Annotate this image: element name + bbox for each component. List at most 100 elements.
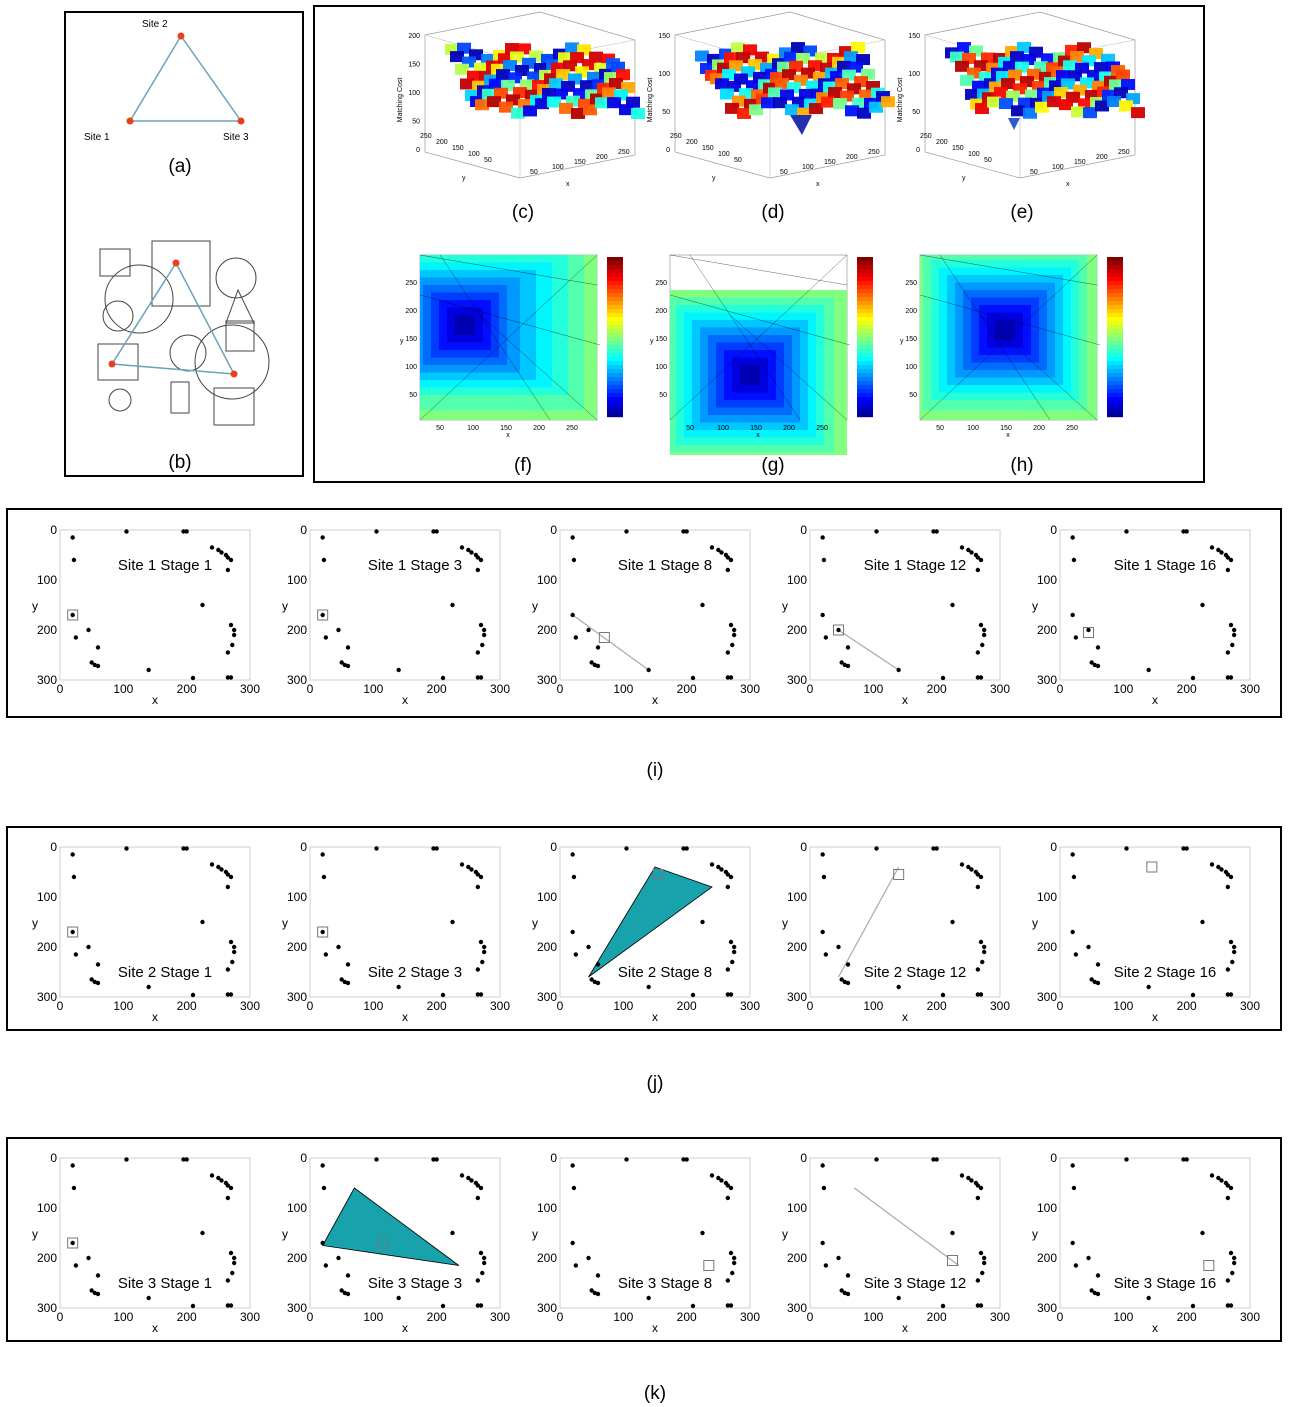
y-axis-label: y: [32, 916, 38, 930]
x-tick-label: 200: [427, 1310, 447, 1324]
obstacle-point: [570, 852, 575, 857]
obstacle-point: [896, 984, 901, 990]
obstacle-point: [624, 1157, 629, 1162]
obstacle-point: [725, 650, 731, 655]
y-tick-label: 100: [968, 151, 980, 158]
obstacle-point: [839, 1288, 844, 1293]
obstacle-point: [321, 1185, 327, 1191]
x-tick-label: 0: [807, 999, 814, 1013]
y-axis-label: y: [32, 1227, 38, 1241]
z-axis-label: Matching Cost: [397, 78, 404, 123]
path-line: [572, 614, 650, 671]
obstacle-point: [95, 645, 101, 650]
obstacle-point: [821, 557, 827, 563]
obstacle-point: [320, 1163, 325, 1168]
y-tick-label: 200: [537, 623, 557, 637]
obstacle-point: [1089, 660, 1094, 665]
obstacle-point: [1070, 1163, 1075, 1168]
y-tick-label: 300: [537, 673, 557, 687]
x-tick-label: 200: [177, 1310, 197, 1324]
obstacle-point: [86, 1255, 91, 1261]
obstacle-point: [475, 872, 481, 877]
x-tick-label: 200: [677, 682, 697, 696]
obstacle-point: [975, 1183, 981, 1188]
obstacle-point: [481, 944, 487, 950]
obstacle-point: [570, 535, 575, 540]
obstacle-point: [478, 1185, 484, 1191]
y-axis-label: y: [1032, 1227, 1038, 1241]
obstacle-point: [230, 642, 235, 648]
obstacle-point: [184, 529, 189, 534]
obstacle-point: [228, 1250, 234, 1256]
obstacle-point: [874, 846, 879, 851]
obstacle-point: [209, 1173, 215, 1178]
obstacle-point: [1124, 529, 1129, 534]
x-tick-label: 100: [552, 164, 564, 171]
x-tick-label: 100: [1113, 1310, 1133, 1324]
obstacle-point: [1219, 867, 1224, 872]
obstacle-point: [725, 967, 731, 972]
obstacle-point: [959, 1173, 965, 1178]
robot-marker: [67, 926, 79, 938]
obstacle-point: [573, 635, 579, 640]
caption-d: (d): [761, 202, 785, 223]
y-tick-label: 250: [905, 280, 917, 287]
obstacle-point: [975, 675, 981, 680]
y-tick-label: 250: [405, 280, 417, 287]
obstacle-point: [434, 846, 439, 851]
obstacle-point: [845, 980, 851, 986]
obstacle-point: [874, 1157, 879, 1162]
obstacle-point: [345, 962, 351, 967]
x-tick-label: 300: [490, 999, 510, 1013]
stage-title: Site 3 Stage 16: [1114, 1275, 1217, 1292]
obstacle-point: [981, 1260, 987, 1266]
obstacle-point: [969, 1178, 974, 1183]
obstacle-point: [1216, 864, 1221, 870]
caption-b: (b): [168, 452, 192, 473]
z-tick-label: 50: [412, 119, 420, 126]
path-line: [837, 866, 900, 978]
obstacle-point: [434, 1157, 439, 1162]
path-line: [838, 629, 899, 671]
obstacle-point: [931, 1157, 936, 1162]
obstacle-point: [184, 1157, 189, 1162]
obstacle-point: [475, 1278, 481, 1283]
x-tick-label: 200: [533, 425, 545, 432]
y-axis-label: y: [282, 1227, 288, 1241]
z-tick-label: 150: [408, 62, 420, 69]
x-tick-label: 50: [936, 425, 944, 432]
obstacle-point: [820, 1240, 825, 1246]
obstacle-point: [1231, 632, 1237, 638]
y-tick-label: 0: [50, 1151, 57, 1165]
obstacle-point: [225, 884, 231, 890]
obstacle-point: [1200, 919, 1205, 925]
obstacle-point: [1190, 675, 1196, 681]
x-tick-label: 300: [990, 682, 1010, 696]
obstacle-point: [950, 1230, 955, 1236]
obstacle-point: [396, 1295, 401, 1301]
obstacle-point: [573, 1263, 579, 1268]
obstacle-point: [190, 675, 196, 681]
y-tick-label: 0: [1050, 523, 1057, 537]
obstacle-point: [978, 557, 984, 563]
obstacle-point: [478, 622, 484, 628]
obstacle-point: [231, 1260, 237, 1266]
obstacle-point: [336, 1255, 341, 1261]
obstacle-point: [1073, 952, 1079, 957]
robot-marker: [893, 869, 905, 880]
obstacle-point: [978, 1250, 984, 1256]
obstacle-point: [731, 627, 737, 633]
obstacle-point: [345, 645, 351, 650]
stage-title: Site 3 Stage 3: [368, 1275, 462, 1292]
x-tick-label: 200: [427, 682, 447, 696]
obstacle-point: [89, 660, 94, 665]
y-axis-label: y: [32, 599, 38, 613]
obstacle-point: [450, 1230, 455, 1236]
obstacle-point: [466, 547, 471, 553]
obstacle-point: [725, 555, 731, 560]
obstacle-point: [1216, 1175, 1221, 1181]
obstacle-point: [589, 1288, 594, 1293]
obstacle-point: [70, 1163, 75, 1168]
obstacle-point: [725, 992, 731, 997]
obstacle-point: [434, 529, 439, 534]
